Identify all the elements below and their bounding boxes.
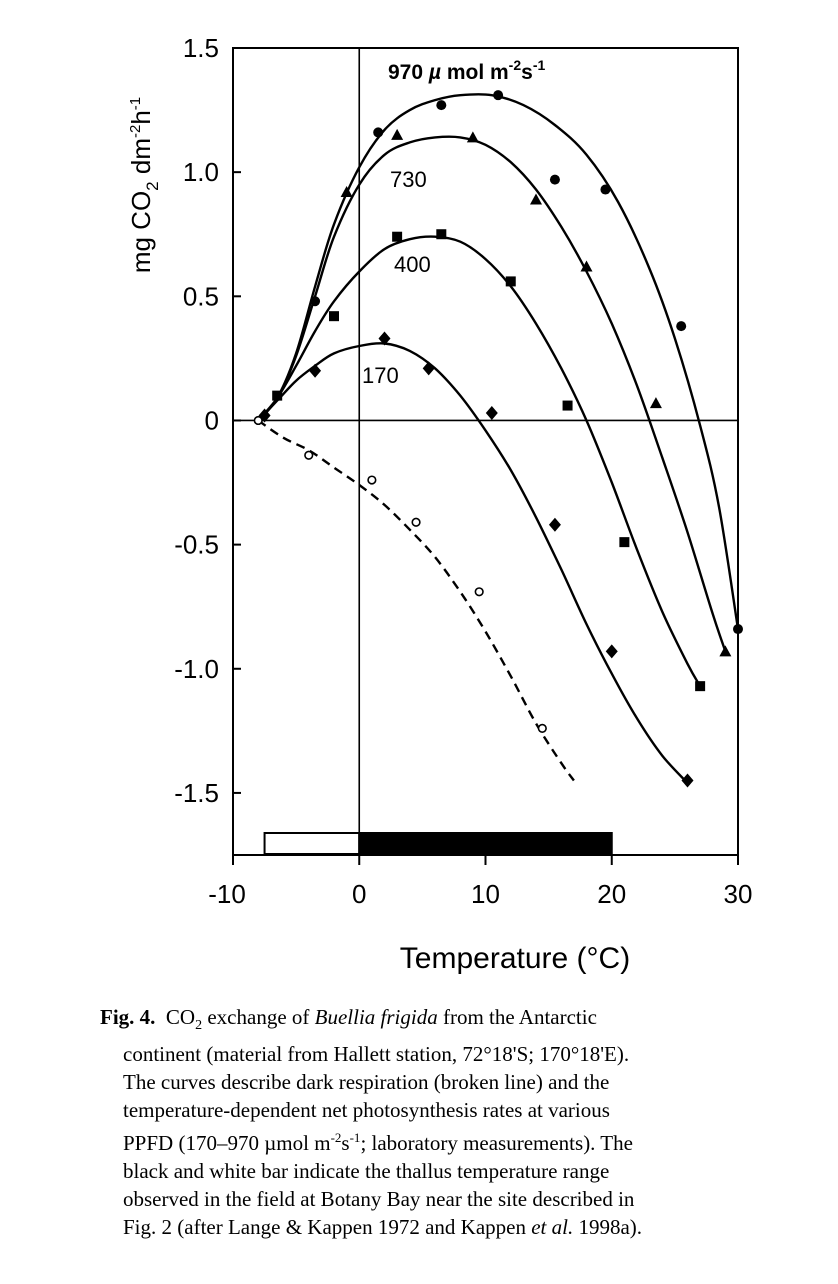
data-point-open-circle — [304, 450, 314, 460]
y-tick-label: 1.5 — [183, 33, 219, 63]
caption-line: black and white bar indicate the thallus… — [123, 1159, 610, 1184]
x-tick-label: 0 — [352, 879, 366, 909]
y-tick-label: -1.5 — [174, 778, 219, 808]
y-tick-label: -1.0 — [174, 654, 219, 684]
series-label-730: 730 — [390, 167, 427, 192]
data-point-open-circle — [367, 475, 377, 485]
y-tick-label: 0.5 — [183, 281, 219, 311]
data-point-diamond — [605, 644, 618, 659]
x-tick-label: 10 — [471, 879, 500, 909]
series-label-970: 970 µ mol m-2s-1 — [388, 57, 545, 84]
y-tick-label: 1.0 — [183, 157, 219, 187]
series-curve-400 — [257, 235, 702, 687]
series-label-400: 400 — [394, 252, 431, 277]
data-point-triangle — [580, 260, 593, 272]
data-point-diamond — [681, 773, 694, 788]
data-point-square — [505, 276, 516, 287]
caption-line: The curves describe dark respiration (br… — [123, 1070, 610, 1095]
data-point-circle — [373, 127, 384, 138]
x-tick-label: -10 — [208, 879, 246, 909]
data-point-triangle — [649, 397, 662, 409]
data-point-triangle — [530, 193, 542, 205]
caption-line: PPFD (170–970 µmol m-2s-1; laboratory me… — [123, 1130, 633, 1156]
curves — [257, 93, 740, 784]
data-point-diamond — [548, 517, 561, 532]
data-point-square — [329, 311, 339, 322]
data-point-square — [392, 231, 403, 242]
data-point-circle — [493, 90, 504, 101]
data-point-circle — [676, 321, 687, 332]
data-point-open-circle — [474, 587, 484, 597]
data-point-circle — [310, 296, 321, 307]
data-point-open-circle — [411, 517, 421, 527]
series-label-170: 170 — [362, 363, 399, 388]
series-curve-970 — [257, 93, 740, 630]
data-point-open-circle — [253, 415, 263, 426]
y-axis-label-text: mg CO2 dm-2h-1 — [126, 97, 162, 273]
chart: 1.5 1.0 0.5 0 -0.5 -1.0 -1.5 -10 0 10 20 30 970 µ m… — [126, 33, 752, 975]
data-point-open-circle — [537, 723, 547, 733]
data-points — [253, 90, 743, 788]
data-point-circle — [436, 100, 447, 111]
x-tick-label: 30 — [724, 879, 753, 909]
data-point-circle — [733, 624, 743, 635]
data-point-diamond — [378, 331, 391, 346]
data-point-square — [562, 400, 573, 411]
x-axis-label: Temperature (°C) — [400, 942, 630, 975]
data-point-triangle — [719, 645, 732, 657]
axis-ticks: 1.5 1.0 0.5 0 -0.5 -1.0 -1.5 -10 0 10 20 30 — [174, 33, 752, 909]
caption-line: Fig. 4. CO2 exchange of Buellia frigida … — [100, 1005, 597, 1034]
series-curve-730 — [257, 135, 727, 652]
field-temperature-bar — [263, 832, 613, 855]
data-point-diamond — [485, 406, 498, 421]
data-point-diamond — [422, 361, 435, 376]
data-point-square — [436, 229, 447, 240]
y-tick-label: 0 — [205, 405, 219, 435]
data-point-square — [695, 681, 706, 692]
series-curve-170 — [257, 342, 689, 784]
caption-line: observed in the field at Botany Bay near… — [123, 1187, 635, 1212]
data-point-triangle — [466, 131, 479, 143]
caption-line: temperature-dependent net photosynthesis… — [123, 1098, 610, 1123]
x-tick-label: 20 — [597, 879, 626, 909]
y-tick-label: -0.5 — [174, 530, 219, 560]
data-point-diamond — [309, 363, 322, 378]
data-point-square — [619, 537, 630, 548]
data-point-circle — [600, 184, 611, 195]
data-point-triangle — [340, 186, 353, 198]
caption-line: Fig. 2 (after Lange & Kappen 1972 and Ka… — [123, 1215, 643, 1240]
dark-respiration-curve — [257, 419, 575, 782]
data-point-triangle — [391, 128, 404, 140]
caption-label: Fig. 4. — [100, 1005, 156, 1029]
caption-line: continent (material from Hallett station… — [123, 1042, 630, 1067]
field-bar-black — [358, 832, 613, 855]
field-bar-white — [263, 832, 361, 855]
figure-caption: Fig. 4. CO2 exchange of Buellia frigida … — [100, 1003, 780, 1241]
data-point-circle — [549, 174, 560, 185]
series-labels: 970 µ mol m-2s-1 730 400 170 — [362, 57, 545, 388]
data-point-square — [272, 390, 283, 401]
y-axis-label: mg CO2 dm-2h-1 — [126, 97, 162, 273]
